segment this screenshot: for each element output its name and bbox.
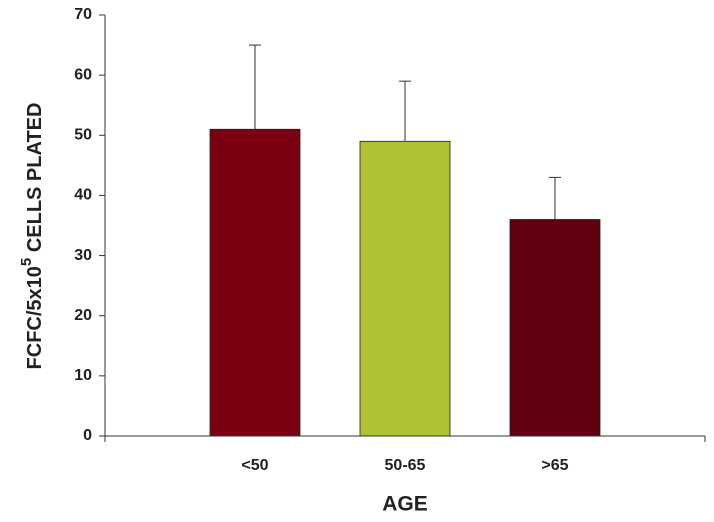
x-axis-label: AGE [382, 493, 428, 516]
y-tick-label: 60 [74, 66, 92, 83]
bar [359, 140, 451, 437]
y-tick-label: 10 [74, 367, 92, 384]
x-tick-label: <50 [241, 457, 268, 474]
y-tick-label: 70 [74, 6, 92, 23]
y-axis-label: FCFC/5x105 CELLS PLATED [18, 103, 46, 370]
x-tick-label: 50-65 [385, 457, 426, 474]
y-tick-label: 0 [83, 427, 92, 444]
y-axis-label-sup: 5 [18, 258, 35, 266]
bar [209, 128, 301, 437]
bar [509, 219, 601, 437]
y-tick-label: 50 [74, 127, 92, 144]
y-tick-label: 30 [74, 247, 92, 264]
y-axis-label-rest: CELLS PLATED [24, 103, 46, 258]
y-axis-label-main: FCFC/5x10 [24, 266, 46, 369]
y-tick-label: 40 [74, 187, 92, 204]
y-tick-label: 20 [74, 307, 92, 324]
x-tick-label: >65 [541, 457, 568, 474]
